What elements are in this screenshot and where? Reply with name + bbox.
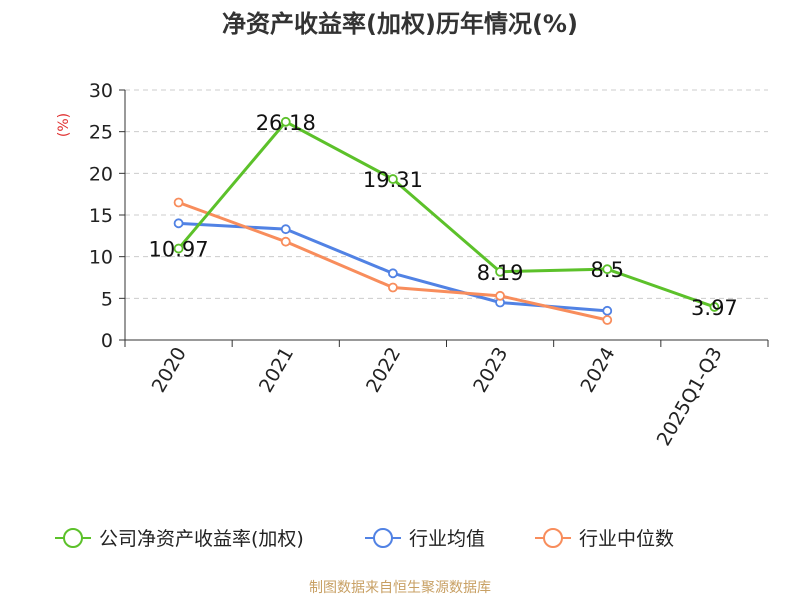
series-point — [280, 224, 291, 235]
data-label: 8.19 — [477, 261, 524, 285]
series-point — [280, 116, 291, 127]
legend: 公司净资产收益率(加权) 行业均值 行业中位数 — [55, 528, 674, 550]
legend-marker — [373, 528, 393, 548]
data-label: 10.97 — [149, 238, 209, 262]
legend-label: 行业均值 — [409, 528, 485, 550]
series-2 — [173, 197, 613, 325]
source-note: 制图数据来自恒生聚源数据库 — [309, 580, 491, 596]
axes — [119, 89, 769, 347]
x-tick-labels: 2020 2021 2022 2023 2024 2025Q1-Q3 — [148, 344, 727, 450]
y-tick-label: 25 — [89, 122, 113, 144]
data-label: 8.5 — [591, 258, 624, 282]
legend-label: 行业中位数 — [579, 528, 674, 550]
x-tick-label: 2024 — [576, 344, 619, 397]
series-point — [388, 174, 398, 184]
x-tick-label: 2020 — [148, 344, 191, 397]
legend-item-2: 行业中位数 — [535, 528, 674, 550]
series-point — [602, 315, 613, 325]
series-point — [173, 243, 184, 254]
legend-item-1: 行业均值 — [365, 528, 485, 550]
series-point — [709, 302, 720, 312]
data-labels: 10.97 26.18 19.31 8.19 8.5 3.97 — [149, 111, 738, 320]
x-tick-label: 2023 — [469, 344, 512, 397]
series-point — [173, 197, 184, 208]
y-axis-unit: (%) — [56, 113, 72, 137]
series-point — [173, 218, 184, 229]
chart-title: 净资产收益率(加权)历年情况(%) — [222, 10, 578, 38]
series-line — [178, 201, 608, 322]
data-label: 3.97 — [691, 296, 738, 320]
series-point — [388, 268, 398, 279]
y-tick-label: 5 — [101, 288, 113, 310]
legend-marker — [63, 528, 83, 548]
data-series — [173, 116, 720, 325]
x-tick-label: 2025Q1-Q3 — [653, 344, 727, 450]
gridlines — [125, 89, 768, 299]
series-point — [388, 282, 398, 293]
series-point — [602, 305, 613, 316]
data-label: 26.18 — [256, 111, 316, 135]
series-point — [602, 264, 613, 275]
series-point — [495, 266, 505, 277]
y-tick-label: 10 — [89, 247, 113, 269]
legend-label: 公司净资产收益率(加权) — [99, 528, 304, 550]
x-tick-label: 2021 — [255, 344, 298, 397]
y-tick-label: 15 — [89, 205, 113, 227]
series-point — [495, 290, 505, 301]
series-line — [177, 120, 715, 309]
x-tick-label: 2022 — [362, 344, 405, 397]
series-0 — [173, 116, 720, 312]
y-tick-labels: 0 5 10 15 20 25 30 — [89, 80, 113, 352]
y-tick-label: 30 — [89, 80, 113, 102]
series-point — [280, 236, 291, 247]
y-tick-label: 0 — [101, 330, 113, 352]
data-label: 19.31 — [363, 168, 423, 192]
y-tick-label: 20 — [89, 163, 113, 185]
series-line — [178, 221, 608, 313]
legend-item-0: 公司净资产收益率(加权) — [55, 528, 304, 550]
series-1 — [173, 218, 613, 316]
legend-marker — [543, 528, 563, 548]
